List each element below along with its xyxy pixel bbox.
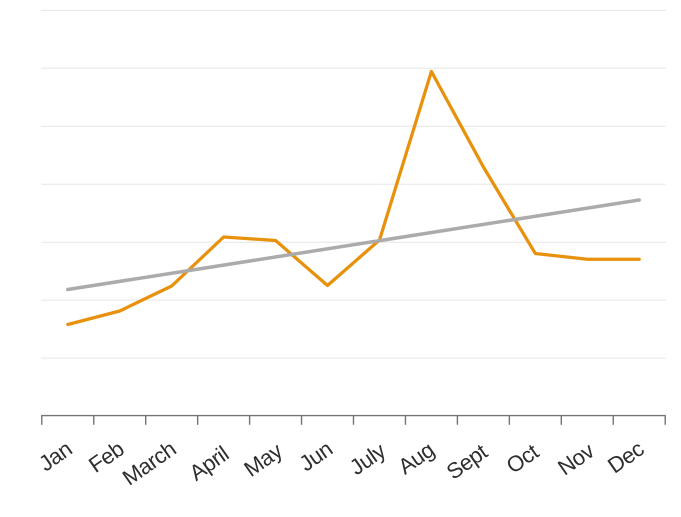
svg-text:Jun: Jun [295,436,337,476]
svg-text:Sept: Sept [442,439,492,485]
svg-text:Aug: Aug [393,437,438,479]
svg-text:May: May [239,438,287,482]
svg-text:Oct: Oct [502,439,544,479]
svg-text:Dec: Dec [603,436,649,478]
svg-text:July: July [345,438,390,480]
svg-text:April: April [185,441,234,485]
svg-text:Jan: Jan [34,436,76,476]
svg-text:March: March [118,436,181,490]
svg-text:Nov: Nov [553,438,599,480]
